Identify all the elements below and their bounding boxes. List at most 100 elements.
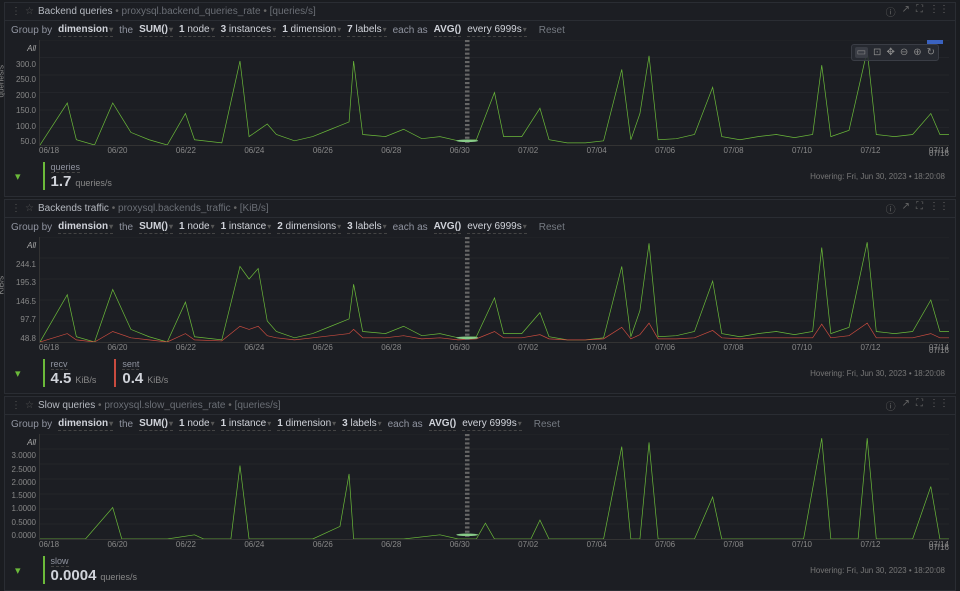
x-tick: 07/02: [518, 146, 538, 158]
each-agg-drop[interactable]: AVG(): [434, 24, 462, 37]
y-axis-label: queries/s: [0, 65, 6, 97]
expand-icon[interactable]: ⛶: [916, 398, 923, 413]
legend-item[interactable]: sent0.4KiB/s: [114, 359, 168, 387]
expand-icon[interactable]: ⛶: [916, 201, 923, 216]
x-tick: 07/12: [860, 343, 880, 355]
legend-value: 0.0004: [51, 567, 97, 584]
panel-header: ⋮ ☆ Backend queries • proxysql.backend_que…: [5, 3, 955, 21]
agg-drop[interactable]: SUM()▾: [139, 221, 173, 234]
y-tick: 146.5: [16, 297, 36, 306]
instances-drop[interactable]: 1 instance▾: [221, 418, 272, 431]
every-drop[interactable]: every 6999s▾: [467, 221, 527, 234]
group-by-label: Group by: [11, 25, 52, 36]
group-by-drop[interactable]: dimension▾: [58, 418, 113, 431]
x-tick: 06/26: [313, 540, 333, 552]
x-tick: 06/20: [107, 540, 127, 552]
chart[interactable]: KiB/sAll244.1195.3146.597.748.806/1806/2…: [5, 237, 955, 355]
panel-title: Backend queries • proxysql.backend_queri…: [38, 6, 882, 17]
dimensions-drop[interactable]: 1 dimension▾: [282, 24, 341, 37]
y-axis: All3.00002.50002.00001.50001.00000.50000…: [5, 434, 39, 552]
reset-button[interactable]: Reset: [539, 222, 565, 233]
star-icon[interactable]: ☆: [25, 400, 34, 411]
nodes-drop[interactable]: 1 node▾: [179, 24, 215, 37]
more-icon[interactable]: ⋮⋮: [929, 201, 949, 216]
every-drop[interactable]: every 6999s▾: [467, 24, 527, 37]
query-toolbar: Group bydimension▾theSUM()▾1 node▾1 inst…: [5, 415, 955, 434]
share-icon[interactable]: ↗: [902, 4, 910, 19]
agg-drop[interactable]: SUM()▾: [139, 418, 173, 431]
each-agg-drop[interactable]: AVG(): [434, 221, 462, 234]
each-as-label: each as: [388, 419, 423, 430]
labels-drop[interactable]: 3 labels▾: [342, 418, 381, 431]
chart[interactable]: All3.00002.50002.00001.50001.00000.50000…: [5, 434, 955, 552]
tool-zoomin-icon[interactable]: ⊕: [913, 47, 921, 58]
x-tick: 07/02: [518, 540, 538, 552]
dim-label: All: [27, 44, 36, 53]
x-tick: 06/24: [244, 540, 264, 552]
tool-pan-icon[interactable]: ⊡: [873, 47, 881, 58]
y-tick: 48.8: [20, 334, 36, 343]
more-icon[interactable]: ⋮⋮: [929, 4, 949, 19]
tool-selection-icon[interactable]: ▭: [855, 47, 868, 58]
labels-drop[interactable]: 3 labels▾: [347, 221, 386, 234]
x-axis: 06/1806/2006/2206/2406/2606/2806/3007/02…: [39, 540, 949, 552]
legend-label: queries: [51, 162, 81, 173]
query-toolbar: Group bydimension▾theSUM()▾1 node▾3 inst…: [5, 21, 955, 40]
dim-label: All: [27, 438, 36, 447]
every-drop[interactable]: every 6999s▾: [462, 418, 522, 431]
nodes-drop[interactable]: 1 node▾: [179, 221, 215, 234]
drag-handle-icon[interactable]: ⋮: [11, 6, 21, 17]
info-icon[interactable]: ⓘ: [886, 398, 896, 413]
legend-collapse-icon[interactable]: ▾: [15, 170, 21, 183]
hover-timestamp: Hovering: Fri, Jun 30, 2023 • 18:20:08: [810, 369, 945, 378]
plot-area[interactable]: ▭ ⊡ ✥ ⊖ ⊕ ↻: [39, 40, 949, 146]
each-agg-drop[interactable]: AVG(): [429, 418, 457, 431]
instances-drop[interactable]: 3 instances▾: [221, 24, 277, 37]
share-icon[interactable]: ↗: [902, 398, 910, 413]
group-by-drop[interactable]: dimension▾: [58, 24, 113, 37]
reset-button[interactable]: Reset: [534, 419, 560, 430]
info-icon[interactable]: ⓘ: [886, 4, 896, 19]
legend-label: slow: [51, 556, 69, 567]
title-metric: proxysql.backends_traffic: [118, 203, 231, 214]
x-tick: 07/08: [724, 343, 744, 355]
tool-zoomout-icon[interactable]: ⊖: [900, 47, 908, 58]
instances-drop[interactable]: 1 instance▾: [221, 221, 272, 234]
tool-move-icon[interactable]: ✥: [886, 47, 894, 58]
y-tick: 2.5000: [12, 465, 36, 474]
star-icon[interactable]: ☆: [25, 203, 34, 214]
the-label: the: [119, 419, 133, 430]
y-tick: 250.0: [16, 75, 36, 84]
legend-item[interactable]: slow0.0004queries/s: [43, 556, 137, 584]
drag-handle-icon[interactable]: ⋮: [11, 203, 21, 214]
group-by-drop[interactable]: dimension▾: [58, 221, 113, 234]
x-tick: 06/28: [381, 540, 401, 552]
y-axis: All244.1195.3146.597.748.8: [5, 237, 39, 355]
legend-item[interactable]: recv4.5KiB/s: [43, 359, 97, 387]
info-icon[interactable]: ⓘ: [886, 201, 896, 216]
plot-area[interactable]: [39, 237, 949, 343]
legend-collapse-icon[interactable]: ▾: [15, 367, 21, 380]
drag-handle-icon[interactable]: ⋮: [11, 400, 21, 411]
legend-color-bar: [43, 359, 45, 387]
each-as-label: each as: [393, 222, 428, 233]
dimensions-drop[interactable]: 1 dimension▾: [277, 418, 336, 431]
legend-item[interactable]: queries1.7queries/s: [43, 162, 112, 190]
chart[interactable]: queries/sAll300.0250.0200.0150.0100.050.…: [5, 40, 955, 158]
x-tick: 07/06: [655, 540, 675, 552]
plot-area[interactable]: [39, 434, 949, 540]
y-tick: 200.0: [16, 91, 36, 100]
nodes-drop[interactable]: 1 node▾: [179, 418, 215, 431]
reset-button[interactable]: Reset: [539, 25, 565, 36]
tool-reset-icon[interactable]: ↻: [927, 47, 935, 58]
legend-color-bar: [43, 162, 45, 190]
expand-icon[interactable]: ⛶: [916, 4, 923, 19]
dimensions-drop[interactable]: 2 dimensions▾: [277, 221, 341, 234]
agg-drop[interactable]: SUM()▾: [139, 24, 173, 37]
more-icon[interactable]: ⋮⋮: [929, 398, 949, 413]
title-unit: [KiB/s]: [240, 203, 269, 214]
labels-drop[interactable]: 7 labels▾: [347, 24, 386, 37]
star-icon[interactable]: ☆: [25, 6, 34, 17]
share-icon[interactable]: ↗: [902, 201, 910, 216]
legend-collapse-icon[interactable]: ▾: [15, 564, 21, 577]
